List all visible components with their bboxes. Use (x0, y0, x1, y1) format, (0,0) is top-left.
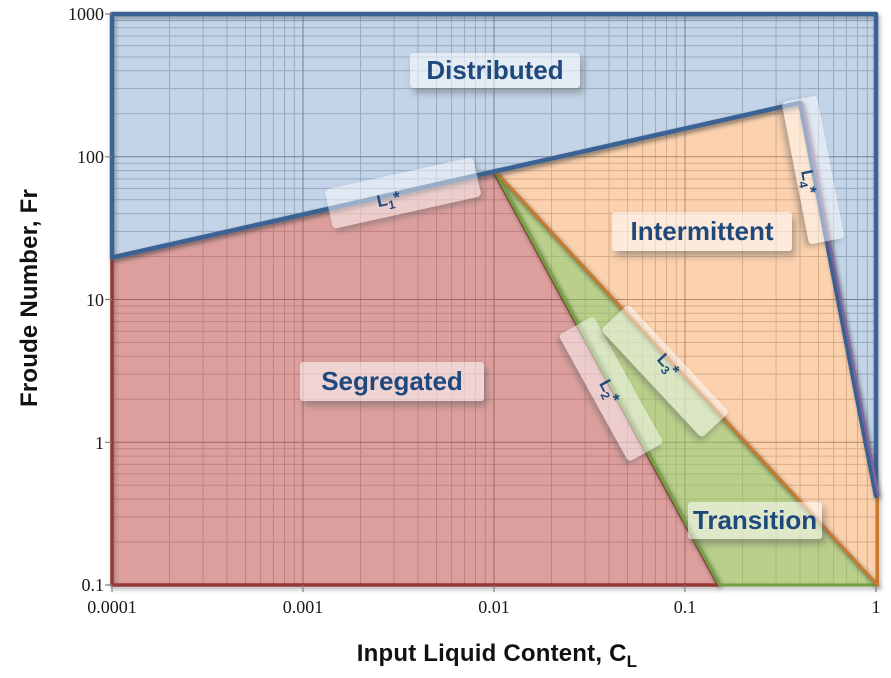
x-tick-label-0-01: 0.01 (478, 597, 510, 617)
x-axis-title-text: Input Liquid Content, C (356, 640, 627, 667)
y-tick-label-10: 10 (86, 290, 104, 310)
region-label-distributed: Distributed (410, 53, 580, 88)
region-label-intermittent: Intermittent (612, 212, 792, 251)
y-tick-label-0-1: 0.1 (81, 575, 105, 595)
x-tick-label-0-001: 0.001 (282, 597, 324, 617)
y-tick-label-1: 1 (95, 433, 104, 453)
y-tick-label-100: 100 (77, 147, 104, 167)
y-tick-label-1000: 1000 (68, 4, 104, 24)
x-axis-title: Input Liquid Content, CL (297, 640, 697, 671)
x-axis-title-subscript: L (626, 652, 638, 671)
x-tick-label-0-0001: 0.0001 (87, 597, 137, 617)
l4-line-label: L4* (795, 168, 821, 196)
x-tick-label-0-1: 0.1 (673, 597, 697, 617)
region-label-transition: Transition (688, 502, 822, 539)
x-tick-label-1: 1 (871, 597, 881, 617)
y-axis-title: Froude Number, Fr (16, 188, 43, 408)
region-label-segregated: Segregated (300, 362, 484, 401)
